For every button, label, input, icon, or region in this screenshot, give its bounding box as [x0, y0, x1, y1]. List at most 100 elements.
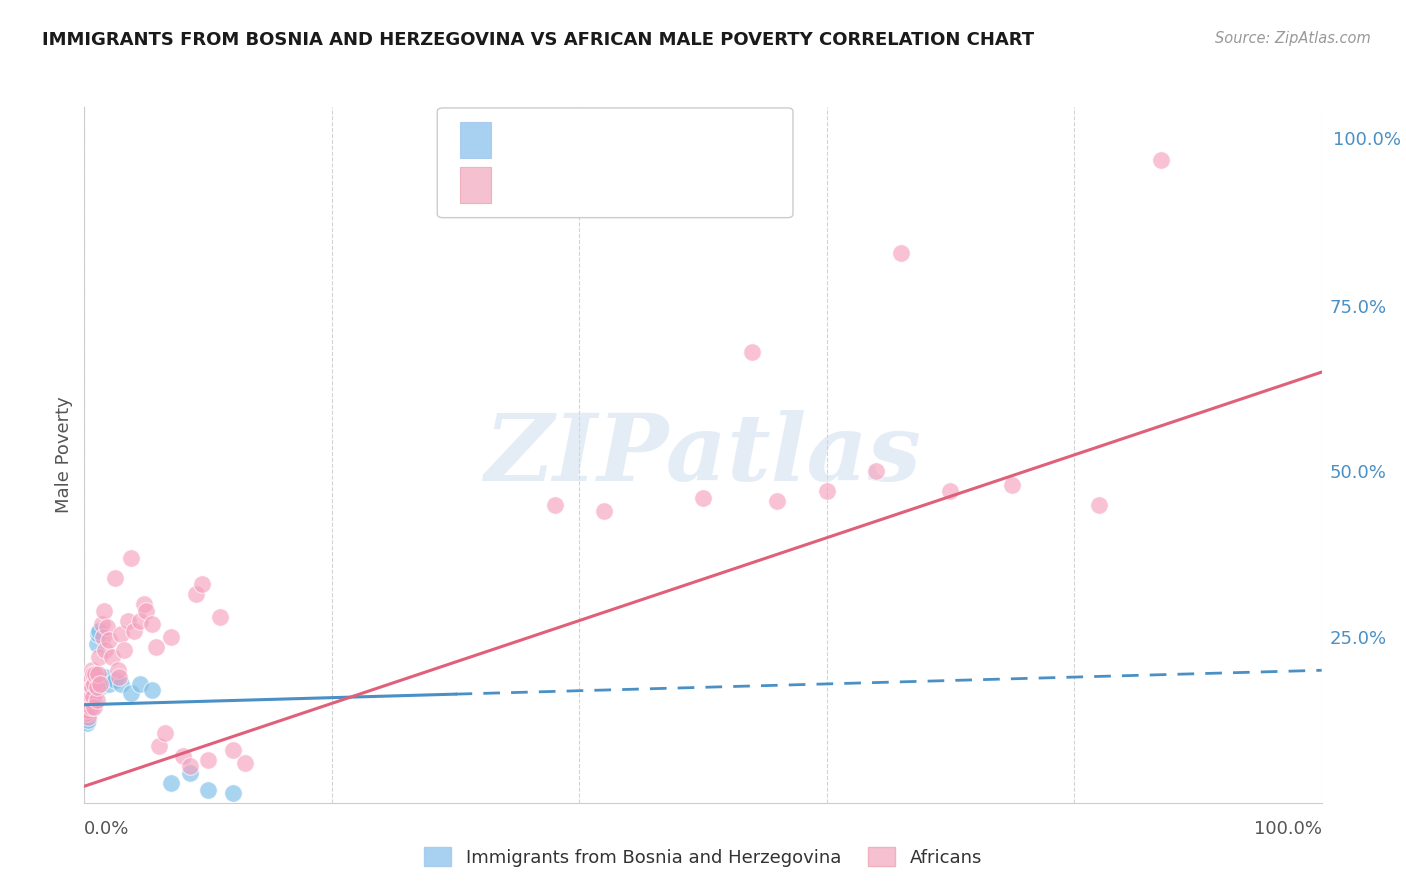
Point — [160, 630, 183, 644]
Point — [1001, 477, 1024, 491]
Point — [83, 676, 105, 690]
Legend: Immigrants from Bosnia and Herzegovina, Africans: Immigrants from Bosnia and Herzegovina, … — [416, 840, 990, 874]
Point — [593, 504, 616, 518]
Text: N = 39: N = 39 — [651, 131, 714, 149]
Point — [120, 686, 142, 700]
Point — [77, 693, 100, 707]
Point — [98, 633, 121, 648]
Point — [112, 643, 135, 657]
Point — [75, 709, 97, 723]
Point — [145, 640, 167, 654]
Point — [179, 759, 201, 773]
Point — [76, 703, 98, 717]
Point — [80, 680, 103, 694]
Point — [76, 703, 98, 717]
Point — [75, 699, 97, 714]
Point — [75, 706, 97, 721]
Point — [197, 782, 219, 797]
Point — [79, 683, 101, 698]
Point — [77, 699, 100, 714]
Point — [222, 786, 245, 800]
Point — [233, 756, 256, 770]
Point — [1088, 498, 1111, 512]
Point — [83, 683, 105, 698]
Point — [104, 673, 127, 688]
Point — [79, 699, 101, 714]
Point — [141, 683, 163, 698]
Point — [766, 494, 789, 508]
Point — [80, 690, 103, 704]
Point — [79, 680, 101, 694]
Point — [91, 630, 114, 644]
Point — [865, 465, 887, 479]
Point — [741, 345, 763, 359]
Point — [83, 699, 105, 714]
Point — [110, 627, 132, 641]
Point — [79, 686, 101, 700]
Point — [129, 676, 152, 690]
Point — [132, 597, 155, 611]
Point — [94, 643, 117, 657]
Point — [96, 620, 118, 634]
Point — [80, 680, 103, 694]
Point — [84, 680, 107, 694]
Point — [108, 670, 131, 684]
Point — [1150, 153, 1173, 167]
Point — [82, 690, 104, 704]
Point — [94, 670, 117, 684]
Point — [91, 673, 114, 688]
Point — [89, 650, 111, 665]
Point — [76, 690, 98, 704]
Point — [82, 666, 104, 681]
Point — [107, 663, 129, 677]
Point — [815, 484, 838, 499]
Point — [79, 697, 101, 711]
Text: R = 0.066: R = 0.066 — [502, 131, 592, 149]
Point — [77, 680, 100, 694]
Point — [79, 706, 101, 721]
Point — [117, 614, 139, 628]
Text: 100.0%: 100.0% — [1333, 131, 1400, 149]
Text: N = 67: N = 67 — [651, 177, 714, 194]
Point — [110, 676, 132, 690]
Text: IMMIGRANTS FROM BOSNIA AND HERZEGOVINA VS AFRICAN MALE POVERTY CORRELATION CHART: IMMIGRANTS FROM BOSNIA AND HERZEGOVINA V… — [42, 31, 1035, 49]
Point — [89, 624, 111, 638]
Point — [76, 716, 98, 731]
Point — [82, 686, 104, 700]
Point — [80, 699, 103, 714]
Point — [87, 666, 110, 681]
Point — [191, 577, 214, 591]
Point — [75, 699, 97, 714]
Point — [890, 245, 912, 260]
Point — [79, 686, 101, 700]
Point — [209, 610, 232, 624]
Point — [82, 693, 104, 707]
Point — [90, 616, 112, 631]
Point — [77, 709, 100, 723]
Point — [135, 604, 157, 618]
Point — [148, 739, 170, 754]
Point — [79, 703, 101, 717]
Point — [86, 693, 108, 707]
Point — [83, 697, 105, 711]
Point — [153, 726, 176, 740]
Point — [87, 627, 110, 641]
Point — [80, 663, 103, 677]
Point — [692, 491, 714, 505]
Point — [86, 680, 108, 694]
Point — [86, 637, 108, 651]
Point — [79, 693, 101, 707]
Point — [84, 686, 107, 700]
Point — [100, 650, 122, 665]
Text: ZIPatlas: ZIPatlas — [485, 410, 921, 500]
Point — [98, 676, 121, 690]
Point — [84, 666, 107, 681]
Point — [89, 680, 111, 694]
Point — [120, 550, 142, 565]
Point — [79, 670, 101, 684]
Text: 0.0%: 0.0% — [84, 820, 129, 838]
Point — [89, 676, 111, 690]
Text: 100.0%: 100.0% — [1254, 820, 1322, 838]
Point — [222, 743, 245, 757]
Point — [197, 753, 219, 767]
